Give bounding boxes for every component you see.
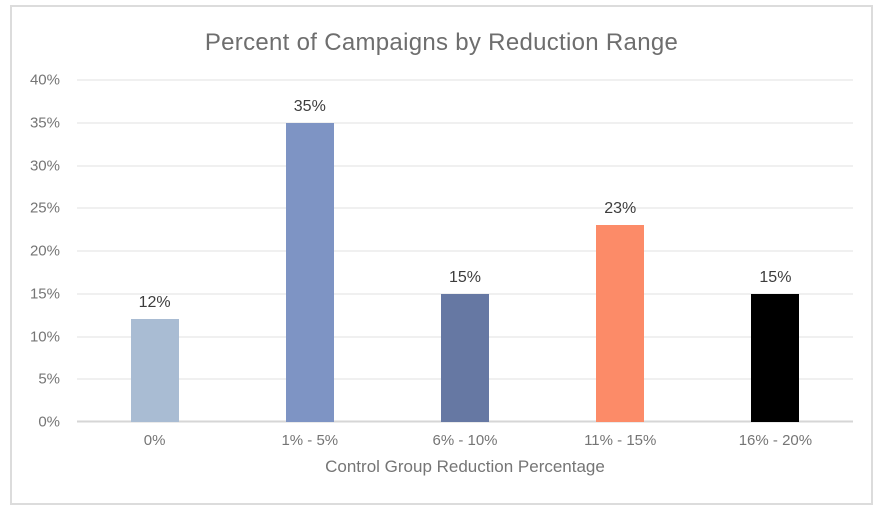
bar-11-15 — [596, 225, 645, 422]
gridline — [77, 250, 853, 252]
bar-16-20 — [751, 293, 800, 422]
y-tick-label: 25% — [29, 199, 60, 217]
bar-slot: 35% — [232, 80, 387, 422]
y-tick-label: 20% — [29, 242, 60, 260]
x-tick-label: 1% - 5% — [281, 432, 339, 449]
bar-value-label: 15% — [448, 268, 482, 286]
y-tick-label: 10% — [29, 328, 60, 345]
bar-slot: 15% — [387, 80, 542, 422]
bar-value-label: 15% — [759, 268, 792, 286]
bar-slot: 12% — [77, 80, 232, 422]
gridline — [77, 165, 853, 166]
bar-1-5 — [285, 122, 334, 422]
x-axis: 0% 1% - 5% 6% - 10% 11% - 15% 16% - 20% — [77, 431, 853, 451]
gridline — [77, 79, 853, 81]
bar-6-10 — [441, 293, 489, 422]
y-tick-label: 0% — [38, 413, 60, 431]
y-axis: 40% 35% 30% 25% 20% 15% 10% 5% 0% — [12, 72, 60, 431]
x-tick-label: 11% - 15% — [584, 432, 657, 449]
y-tick-label: 35% — [29, 114, 60, 132]
y-tick-label: 5% — [38, 370, 60, 388]
x-tick-label: 16% - 20% — [738, 432, 813, 449]
bar-value-label: 12% — [138, 294, 171, 312]
gridline — [77, 207, 853, 209]
x-tick-label: 0% — [143, 432, 166, 449]
bar-0 — [130, 319, 179, 422]
bar-value-label: 23% — [604, 200, 637, 218]
bar-slot: 15% — [698, 80, 853, 422]
plot-area: 12% 35% 15% 23% 15% — [77, 79, 853, 423]
chart-container: Percent of Campaigns by Reduction Range … — [10, 5, 873, 505]
y-tick-label: 15% — [29, 285, 60, 303]
x-tick-label: 6% - 10% — [432, 432, 498, 449]
y-tick-label: 40% — [29, 71, 60, 89]
gridline — [77, 122, 853, 124]
chart-title: Percent of Campaigns by Reduction Range — [204, 29, 679, 56]
x-axis-title: Control Group Reduction Percentage — [325, 457, 605, 476]
bar-value-label: 35% — [293, 97, 326, 115]
y-tick-label: 30% — [29, 157, 60, 174]
bar-slot: 23% — [543, 80, 698, 422]
